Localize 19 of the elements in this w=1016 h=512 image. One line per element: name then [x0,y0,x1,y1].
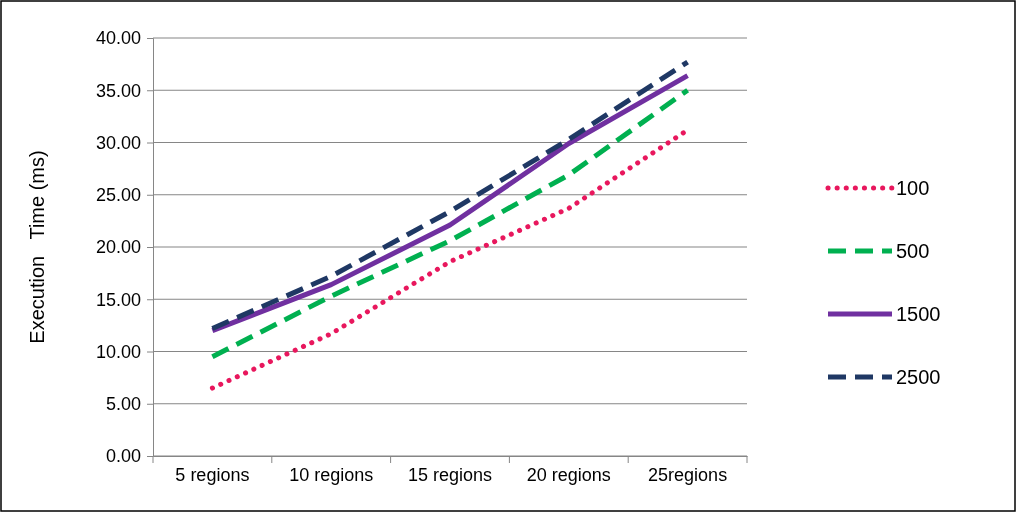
legend-label: 500 [896,240,930,262]
y-tick-label: 5.00 [105,394,141,415]
x-tick-label: 5 regions [175,464,250,485]
y-tick-label: 10.00 [95,341,141,362]
legend-label: 1500 [896,303,941,325]
y-tick-label: 25.00 [95,185,141,206]
x-tick-label: 10 regions [289,464,374,485]
y-axis-title: Execution Time (ms) [26,150,48,344]
x-tick-label: 20 regions [526,464,611,485]
y-tick-label: 15.00 [95,289,141,310]
x-tick-label: 15 regions [407,464,493,485]
y-tick-label: 30.00 [95,132,141,153]
x-tick-label: 25regions [648,464,728,485]
y-tick-label: 40.00 [95,28,141,49]
legend-label: 2500 [896,366,941,388]
legend-label: 100 [896,177,930,199]
y-tick-label: 35.00 [95,80,141,101]
y-tick-label: 20.00 [95,237,141,258]
y-tick-label: 0.00 [105,446,141,467]
